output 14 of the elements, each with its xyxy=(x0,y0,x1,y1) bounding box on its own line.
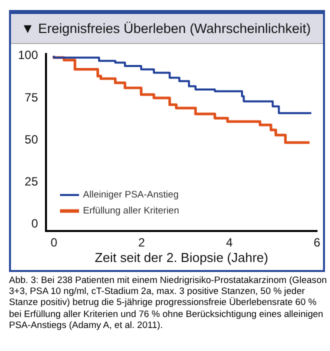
y-tick-label: 75 xyxy=(24,90,38,104)
chart-title: ▼ Ereignisfreies Überleben (Wahrscheinlichkeit) xyxy=(11,14,323,44)
y-tick-label: 100 xyxy=(18,48,38,62)
y-tick-label: 0 xyxy=(31,216,38,231)
x-axis-title: Zeit seit der 2. Biopsie (Jahre) xyxy=(94,250,268,265)
y-tick-label: 50 xyxy=(24,132,38,146)
legend-label: Alleiniger PSA-Anstieg xyxy=(83,190,179,201)
y-tick-label: 25 xyxy=(24,174,38,188)
legend-label: Erfüllung aller Kriterien xyxy=(83,206,180,217)
caption: Abb. 3: Bei 238 Patienten mit einem Niedrigrisiko-Prostatakarzinom (Gleason 3+3, PSA 10 ng/ml, cT-Stadium 2a, max. 3 positive Stanzen, 50 % jeder Stanze positiv) betrug die 5-jährige progressionsfreie Überlebensrate 60 % bei Erfüllung aller Kriterien und 76 % ohne Berücksichtigung eines alleinigen PSA-Anstiegs (Adamy A, et al. 2011). xyxy=(9,275,327,332)
x-tick-label: 0 xyxy=(50,236,58,250)
x-tick-label: 4 xyxy=(226,236,233,250)
x-tick-label: 6 xyxy=(314,236,321,250)
x-tick-label: 2 xyxy=(138,236,146,250)
